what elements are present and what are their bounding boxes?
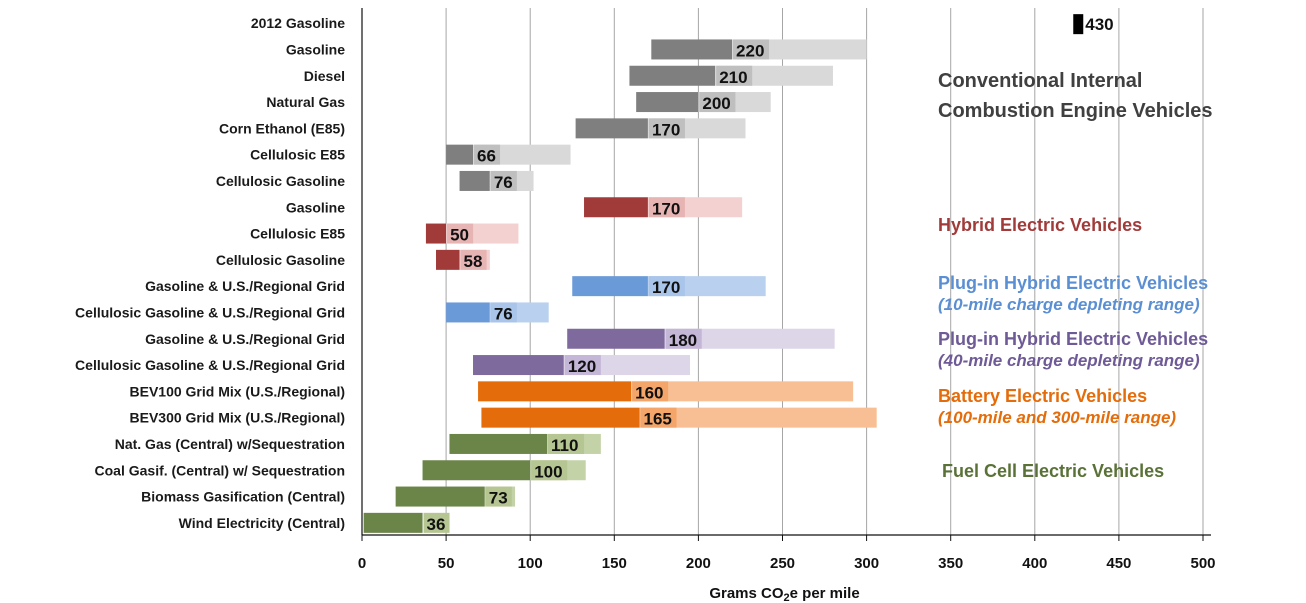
- bar-low-segment: [436, 250, 460, 270]
- legend-bev-subtitle: (100-mile and 300-mile range): [938, 408, 1176, 428]
- category-label: Gasoline & U.S./Regional Grid: [145, 331, 345, 347]
- bar-low-segment: [651, 39, 732, 59]
- x-tick-label: 500: [1190, 555, 1215, 572]
- bar-low-segment: [449, 434, 547, 454]
- bar-low-segment: [396, 487, 485, 507]
- bar-value-label: 200: [702, 94, 730, 113]
- bar-low-segment: [446, 302, 490, 322]
- bar-value-label: 100: [534, 462, 562, 481]
- bar-low-segment: [364, 513, 423, 533]
- category-label: Gasoline: [286, 41, 345, 57]
- bar-value-label: 170: [652, 199, 680, 218]
- bar-value-label: 110: [551, 436, 578, 455]
- category-label: BEV300 Grid Mix (U.S./Regional): [130, 410, 346, 426]
- category-label: Diesel: [304, 68, 345, 84]
- x-axis-title: Grams CO2e per mile: [709, 585, 859, 603]
- bar-value-label: 76: [494, 304, 513, 323]
- category-label: Biomass Gasification (Central): [141, 489, 345, 505]
- x-tick-label: 400: [1022, 555, 1047, 572]
- bar-value-label: 50: [450, 226, 469, 245]
- bar-value-label: 180: [669, 331, 697, 350]
- x-tick-label: 350: [938, 555, 963, 572]
- bar-value-label: 170: [652, 120, 680, 139]
- category-label: Nat. Gas (Central) w/Sequestration: [115, 436, 345, 452]
- bar-low-segment: [567, 329, 665, 349]
- category-labels: 2012 Gasoline Gasoline Diesel Natural Gas Co…: [75, 15, 345, 531]
- x-tick-label: 100: [518, 555, 543, 572]
- x-tick-label: 200: [686, 555, 711, 572]
- bar-value-label: 36: [427, 515, 446, 534]
- bar-low-segment: [478, 381, 631, 401]
- bar-value-label: 160: [635, 383, 663, 402]
- bar-value-label: 430: [1085, 15, 1113, 34]
- category-label: Cellulosic Gasoline & U.S./Regional Grid: [75, 357, 345, 373]
- bar-low-segment: [636, 92, 698, 112]
- bar-value-label: 220: [736, 41, 764, 60]
- category-label: Wind Electricity (Central): [179, 515, 345, 531]
- x-axis-tick-labels: 0 50 100 150 200 250 300 350 400 450 500: [358, 555, 1216, 572]
- bar-value-label: 73: [489, 489, 508, 508]
- category-label: Coal Gasif. (Central) w/ Sequestration: [95, 462, 346, 478]
- category-label: Gasoline: [286, 199, 345, 215]
- bar-low-segment: [481, 408, 639, 428]
- x-tick-label: 300: [854, 555, 879, 572]
- bar-value-label: 58: [464, 252, 483, 271]
- x-tick-label: 50: [438, 555, 455, 572]
- bar-value-label: 66: [477, 147, 496, 166]
- legend-phev10-subtitle: (10-mile charge depleting range): [938, 295, 1200, 315]
- bar-low-segment: [629, 66, 715, 86]
- category-label: Corn Ethanol (E85): [219, 120, 345, 136]
- legend-phev10-title: Plug-in Hybrid Electric Vehicles: [938, 273, 1208, 294]
- bar-low-segment: [473, 355, 564, 375]
- x-axis-title-end: e per mile: [790, 585, 860, 602]
- bar-marker: [1073, 14, 1083, 34]
- bar-low-segment: [460, 171, 490, 191]
- legend-bev-title: Battery Electric Vehicles: [938, 386, 1147, 407]
- x-axis-title-main: Grams CO: [709, 585, 784, 602]
- category-label: Cellulosic Gasoline: [216, 252, 345, 268]
- legend-conventional-title: Conventional Internal Combustion Engine …: [938, 66, 1238, 126]
- category-label: Cellulosic E85: [250, 147, 345, 163]
- x-tick-label: 0: [358, 555, 366, 572]
- bar-value-label: 76: [494, 173, 513, 192]
- x-tick-label: 450: [1106, 555, 1131, 572]
- legend-fcev-title: Fuel Cell Electric Vehicles: [942, 461, 1164, 482]
- bar-low-segment: [426, 224, 446, 244]
- category-label: Natural Gas: [266, 94, 345, 110]
- x-tick-label: 150: [602, 555, 627, 572]
- category-label: 2012 Gasoline: [251, 15, 345, 31]
- bar-value-label: 210: [719, 68, 747, 87]
- category-label: Cellulosic E85: [250, 226, 345, 242]
- bar-low-segment: [576, 118, 648, 138]
- category-label: Cellulosic Gasoline: [216, 173, 345, 189]
- bar-low-segment: [572, 276, 648, 296]
- category-label: BEV100 Grid Mix (U.S./Regional): [130, 383, 346, 399]
- bar-low-segment: [423, 460, 531, 480]
- x-tick-label: 250: [770, 555, 795, 572]
- bar-value-label: 165: [644, 410, 672, 429]
- bar-low-segment: [446, 145, 473, 165]
- bar-value-label: 120: [568, 357, 596, 376]
- category-label: Cellulosic Gasoline & U.S./Regional Grid: [75, 304, 345, 320]
- category-label: Gasoline & U.S./Regional Grid: [145, 278, 345, 294]
- legend-phev40-subtitle: (40-mile charge depleting range): [938, 351, 1200, 371]
- legend-phev40-title: Plug-in Hybrid Electric Vehicles: [938, 329, 1208, 350]
- bar-value-label: 170: [652, 278, 680, 297]
- legend-hybrid-title: Hybrid Electric Vehicles: [938, 215, 1142, 236]
- bar-low-segment: [584, 197, 648, 217]
